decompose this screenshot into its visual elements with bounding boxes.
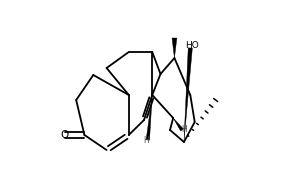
Text: H: H — [143, 137, 149, 145]
Polygon shape — [146, 95, 152, 140]
Text: HO: HO — [185, 41, 199, 50]
Polygon shape — [173, 118, 183, 131]
Polygon shape — [184, 48, 192, 142]
Polygon shape — [172, 38, 177, 58]
Text: H: H — [181, 125, 187, 134]
Text: O: O — [60, 130, 69, 140]
